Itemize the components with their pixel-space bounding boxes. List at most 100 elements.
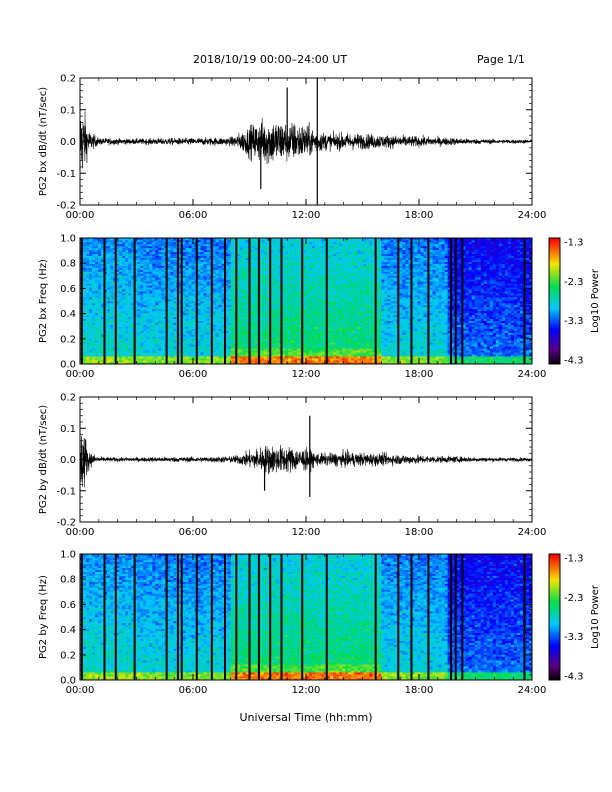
heatmap-cell xyxy=(173,358,176,360)
heatmap-cell xyxy=(155,309,158,311)
heatmap-cell xyxy=(128,360,131,362)
heatmap-cell xyxy=(122,246,125,248)
heatmap-cell xyxy=(158,323,161,325)
heatmap-cell xyxy=(122,295,125,297)
heatmap-cell xyxy=(110,285,113,287)
heatmap-cell xyxy=(89,285,92,287)
heatmap-cell xyxy=(122,346,125,348)
heatmap-cell xyxy=(185,277,188,279)
heatmap-cell xyxy=(152,277,155,279)
heatmap-cell xyxy=(137,260,140,262)
heatmap-cell xyxy=(95,305,98,307)
heatmap-cell xyxy=(155,303,158,305)
heatmap-cell xyxy=(92,336,95,338)
heatmap-cell xyxy=(119,271,122,273)
heatmap-cell xyxy=(146,301,149,303)
heatmap-cell xyxy=(128,275,131,277)
heatmap-cell xyxy=(167,333,170,335)
heatmap-cell xyxy=(110,358,113,360)
heatmap-cell xyxy=(110,331,113,333)
heatmap-cell xyxy=(107,248,110,250)
heatmap-cell xyxy=(149,358,152,360)
heatmap-cell xyxy=(89,356,92,358)
heatmap-cell xyxy=(89,354,92,356)
heatmap-cell xyxy=(92,352,95,354)
heatmap-cell xyxy=(125,273,128,275)
figure: 00:00 06:00 12:00 18:00 24:00-0.2-0.10.00.10… xyxy=(0,0,612,792)
heatmap-cell xyxy=(140,250,143,252)
heatmap-cell xyxy=(182,275,185,277)
heatmap-cell xyxy=(86,352,89,354)
heatmap-cell xyxy=(83,307,86,309)
heatmap-cell xyxy=(146,354,149,356)
heatmap-cell xyxy=(83,281,86,283)
heatmap-cell xyxy=(89,321,92,323)
heatmap-cell xyxy=(155,297,158,299)
heatmap-cell xyxy=(167,348,170,350)
heatmap-cell xyxy=(161,285,164,287)
heatmap-cell xyxy=(158,268,161,270)
heatmap-cell xyxy=(170,295,173,297)
heatmap-cell xyxy=(167,303,170,305)
heatmap-cell xyxy=(146,260,149,262)
heatmap-cell xyxy=(161,309,164,311)
heatmap-cell xyxy=(140,287,143,289)
heatmap-cell xyxy=(143,279,146,281)
heatmap-cell xyxy=(137,356,140,358)
heatmap-cell xyxy=(92,271,95,273)
heatmap-cell xyxy=(125,297,128,299)
heatmap-cell xyxy=(158,289,161,291)
heatmap-cell xyxy=(137,266,140,268)
heatmap-cell xyxy=(140,344,143,346)
heatmap-cell xyxy=(119,340,122,342)
heatmap-cell xyxy=(110,327,113,329)
heatmap-cell xyxy=(161,271,164,273)
heatmap-cell xyxy=(83,315,86,317)
heatmap-cell xyxy=(107,305,110,307)
heatmap-cell xyxy=(137,248,140,250)
heatmap-cell xyxy=(128,309,131,311)
heatmap-cell xyxy=(173,340,176,342)
heatmap-cell xyxy=(158,340,161,342)
heatmap-cell xyxy=(146,283,149,285)
heatmap-cell xyxy=(83,350,86,352)
heatmap-cell xyxy=(170,273,173,275)
heatmap-cell xyxy=(128,311,131,313)
heatmap-cell xyxy=(92,275,95,277)
heatmap-cell xyxy=(92,344,95,346)
heatmap-cell xyxy=(110,293,113,295)
heatmap-cell xyxy=(83,242,86,244)
heatmap-cell xyxy=(167,340,170,342)
heatmap-cell xyxy=(92,346,95,348)
heatmap-cell xyxy=(158,311,161,313)
heatmap-cell xyxy=(98,336,101,338)
heatmap-cell xyxy=(98,291,101,293)
heatmap-cell xyxy=(170,313,173,315)
heatmap-cell xyxy=(161,323,164,325)
heatmap-cell xyxy=(122,350,125,352)
heatmap-cell xyxy=(155,275,158,277)
heatmap-cell xyxy=(89,299,92,301)
heatmap-cell xyxy=(122,299,125,301)
heatmap-cell xyxy=(137,317,140,319)
heatmap-cell xyxy=(146,344,149,346)
heatmap-cell xyxy=(173,327,176,329)
heatmap-cell xyxy=(155,305,158,307)
heatmap-cell xyxy=(98,338,101,340)
heatmap-cell xyxy=(98,297,101,299)
heatmap-cell xyxy=(125,285,128,287)
heatmap-cell xyxy=(89,331,92,333)
heatmap-cell xyxy=(158,334,161,336)
heatmap-cell xyxy=(98,344,101,346)
heatmap-cell xyxy=(83,323,86,325)
heatmap-cell xyxy=(158,319,161,321)
heatmap-cell xyxy=(107,342,110,344)
heatmap-cell xyxy=(125,293,128,295)
heatmap-cell xyxy=(125,311,128,313)
heatmap-cell xyxy=(167,271,170,273)
heatmap-cell xyxy=(107,240,110,242)
heatmap-cell xyxy=(152,254,155,256)
heatmap-cell xyxy=(140,260,143,262)
heatmap-cell xyxy=(89,254,92,256)
heatmap-cell xyxy=(170,346,173,348)
